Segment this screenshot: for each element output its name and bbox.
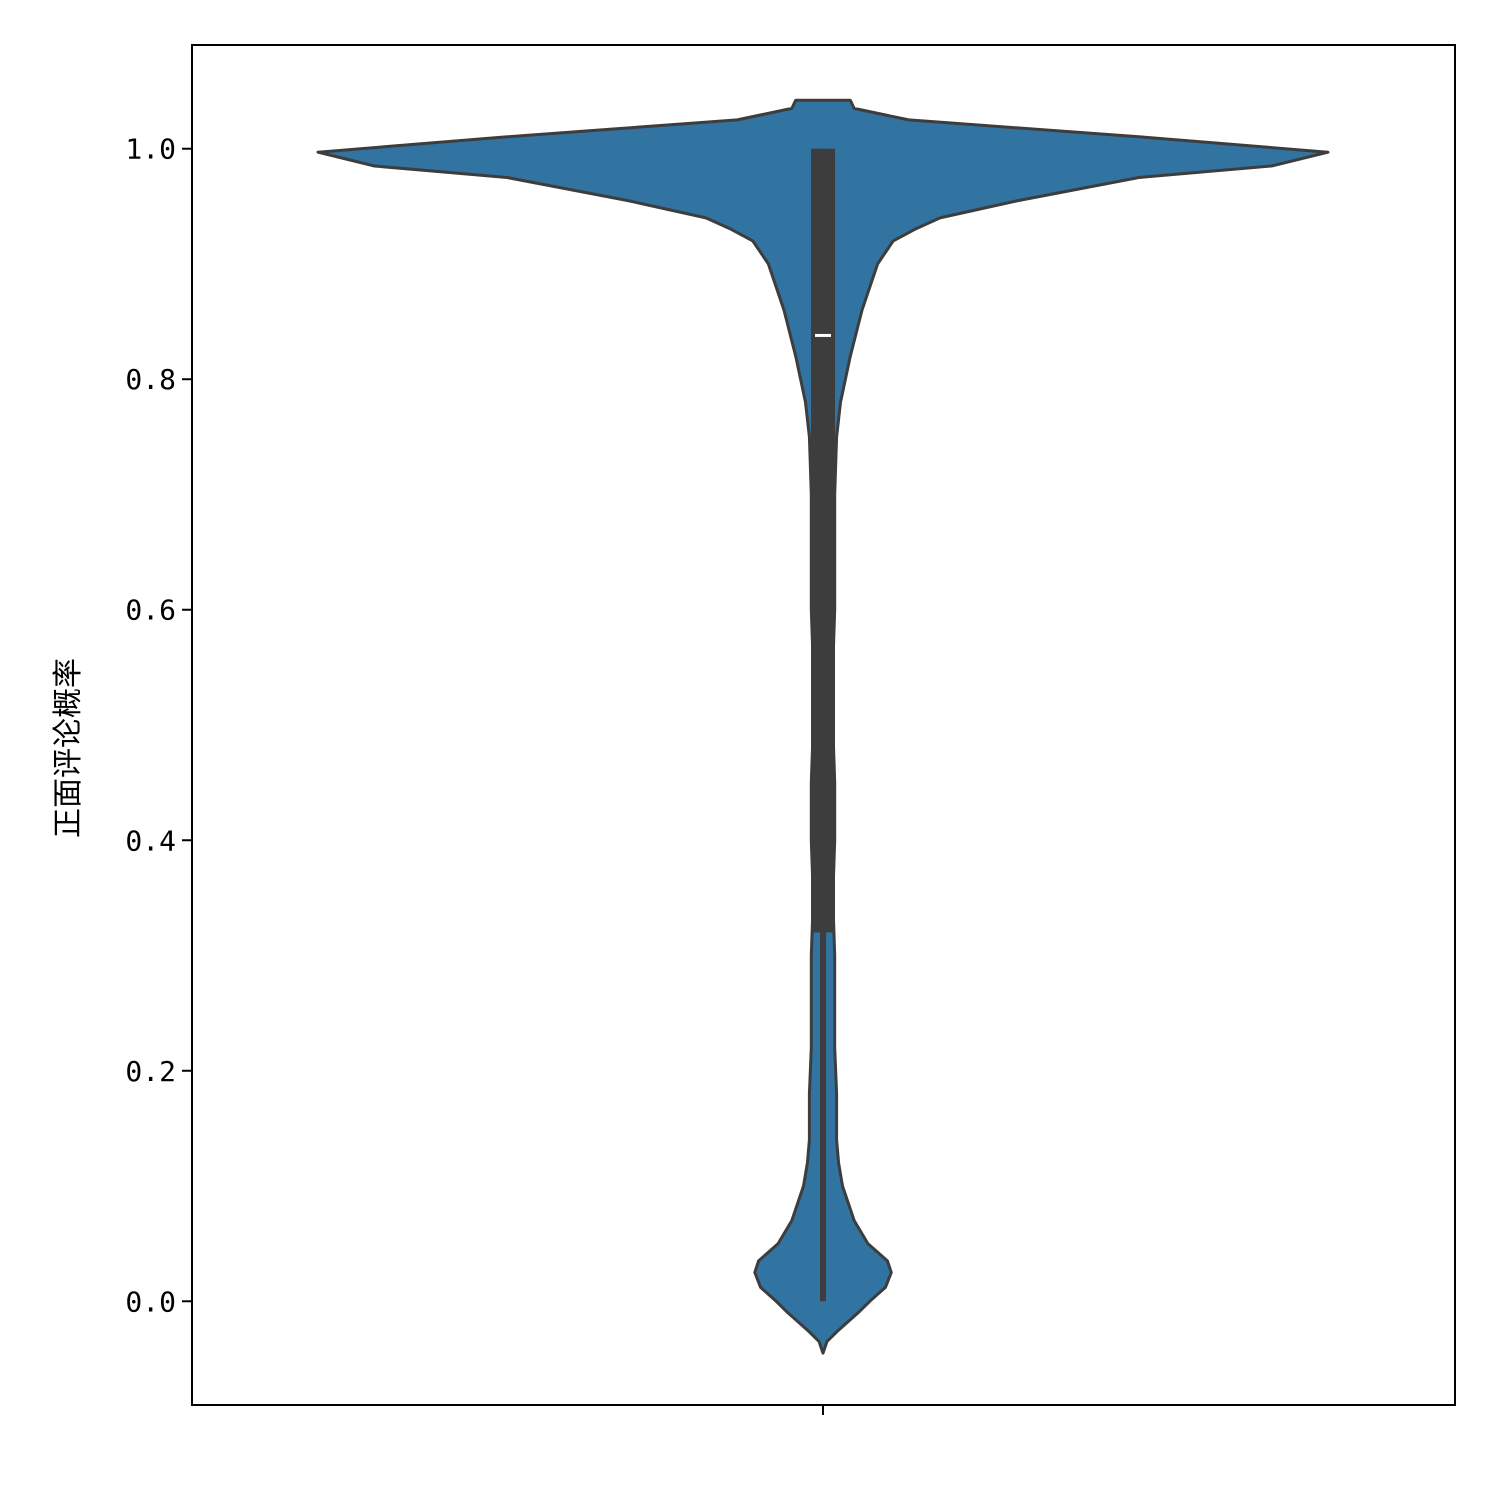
y-tick-label: 0.8 [125,363,176,396]
y-axis-label: 正面评论概率 [51,658,86,838]
y-tick-label: 0.4 [125,824,176,857]
y-tick-label: 0.6 [125,594,176,627]
y-tick-label: 1.0 [125,133,176,166]
y-tick-label: 0.0 [125,1285,176,1318]
y-tick-label: 0.2 [125,1055,176,1088]
violin-iqr-box [811,148,835,933]
